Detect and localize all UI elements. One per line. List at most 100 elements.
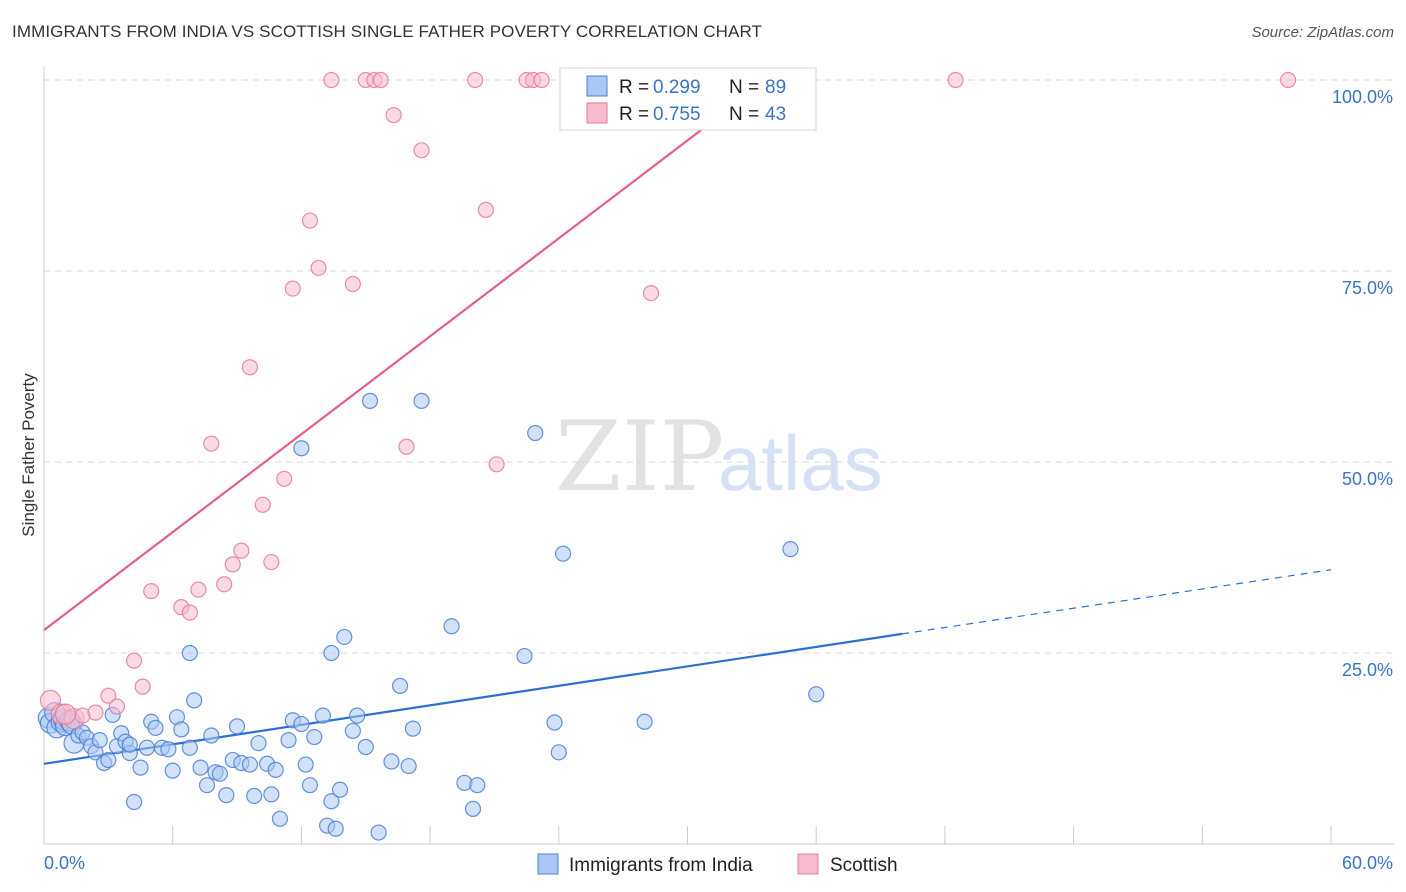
point-pink-15 (224, 556, 241, 573)
point-blue-76 (516, 647, 533, 665)
point-blue-25 (138, 739, 156, 756)
point-blue-67 (383, 753, 400, 770)
legend-top: R = 0.299 N = 89 R = 0.755 N = 43 (559, 67, 817, 131)
y-tick-label-1: 50.0% (1342, 469, 1393, 489)
source-label: Source: ZipAtlas.com (1251, 24, 1394, 41)
point-blue-36 (198, 777, 216, 794)
point-blue-30 (164, 762, 181, 779)
point-blue-33 (181, 739, 198, 756)
point-pink-31 (413, 142, 430, 159)
point-blue-32 (173, 721, 190, 738)
point-blue-63 (344, 722, 361, 740)
point-pink-33 (477, 201, 494, 218)
point-pink-20 (276, 470, 293, 487)
point-pink-8 (134, 678, 151, 695)
point-pink-5 (100, 687, 117, 704)
point-blue-78 (546, 714, 563, 731)
data-points (37, 71, 1297, 841)
point-pink-7 (125, 652, 143, 669)
point-blue-60 (327, 820, 344, 837)
point-blue-35 (192, 759, 209, 776)
point-pink-34 (488, 456, 505, 473)
y-axis-label: Single Father Poverty (19, 373, 38, 537)
y-tick-label-0: 25.0% (1342, 660, 1393, 680)
point-blue-77 (527, 424, 544, 442)
point-pink-4 (87, 704, 104, 721)
point-pink-19 (263, 553, 280, 571)
point-pink-18 (254, 496, 271, 513)
point-pink-23 (310, 259, 327, 277)
point-blue-80 (554, 545, 572, 562)
point-blue-86 (181, 644, 198, 662)
point-blue-46 (250, 735, 267, 752)
point-blue-81 (636, 713, 653, 730)
legend-r-value-2: 0.755 (653, 104, 701, 125)
legend-n-value-2: 43 (765, 104, 786, 125)
point-blue-62 (336, 628, 353, 646)
point-pink-28 (372, 71, 389, 89)
point-blue-24 (132, 759, 149, 776)
x-tick-label-min: 0.0% (44, 853, 85, 873)
point-blue-57 (314, 707, 331, 724)
point-blue-85 (361, 392, 379, 409)
point-blue-51 (280, 731, 297, 749)
point-blue-39 (211, 765, 228, 782)
point-pink-29 (385, 107, 402, 124)
point-blue-27 (147, 719, 164, 736)
point-pink-37 (533, 71, 550, 89)
point-blue-72 (443, 618, 460, 635)
trend-line-pink (43, 79, 768, 631)
point-blue-82 (782, 540, 799, 558)
point-blue-59 (323, 793, 340, 810)
point-blue-69 (400, 757, 417, 775)
point-blue-55 (301, 777, 319, 794)
point-blue-50 (271, 810, 289, 827)
legend-n-label-1: N = (729, 77, 764, 98)
point-blue-44 (241, 756, 259, 773)
point-blue-42 (228, 718, 246, 735)
point-blue-53 (293, 715, 310, 733)
point-blue-64 (349, 707, 366, 724)
point-blue-84 (293, 440, 310, 457)
point-pink-12 (190, 581, 207, 598)
legend-bottom-india: Immigrants from India (569, 855, 753, 876)
point-blue-54 (297, 756, 314, 773)
legend-r-label-2: R = (619, 104, 654, 125)
point-blue-17 (100, 751, 117, 769)
watermark-zip: ZIP (555, 401, 724, 513)
watermark-atlas: atlas (718, 419, 883, 507)
point-blue-23 (125, 793, 143, 811)
point-pink-11 (181, 604, 198, 621)
point-blue-87 (323, 644, 340, 662)
point-pink-13 (203, 435, 220, 452)
trend-extension-blue (901, 569, 1332, 635)
point-blue-79 (550, 744, 567, 761)
point-pink-22 (301, 212, 319, 229)
point-blue-88 (121, 736, 138, 753)
y-tick-label-2: 75.0% (1342, 278, 1393, 298)
point-blue-83 (808, 686, 825, 703)
point-blue-37 (203, 727, 220, 744)
legend-bottom-blue-swatch (537, 853, 559, 875)
legend-bottom-scottish: Scottish (830, 855, 898, 876)
legend-blue-swatch (586, 75, 608, 97)
point-blue-66 (370, 824, 387, 841)
point-blue-74 (464, 800, 482, 817)
point-blue-49 (267, 761, 284, 778)
legend-bottom-pink-swatch (797, 853, 819, 875)
point-pink-16 (233, 542, 250, 559)
legend-n-label-2: N = (729, 104, 764, 125)
gridlines (44, 79, 1394, 654)
legend-r-value-1: 0.299 (653, 77, 701, 98)
point-blue-56 (306, 728, 323, 746)
point-blue-71 (413, 392, 430, 409)
point-pink-30 (398, 438, 415, 455)
point-pink-32 (467, 71, 484, 89)
point-pink-17 (241, 359, 259, 376)
x-tick-label-max: 60.0% (1342, 853, 1393, 873)
point-pink-41 (1279, 71, 1297, 89)
y-tick-labels: 25.0% 50.0% 75.0% 100.0% (1332, 87, 1393, 680)
point-pink-25 (323, 71, 340, 89)
point-blue-65 (357, 738, 374, 756)
